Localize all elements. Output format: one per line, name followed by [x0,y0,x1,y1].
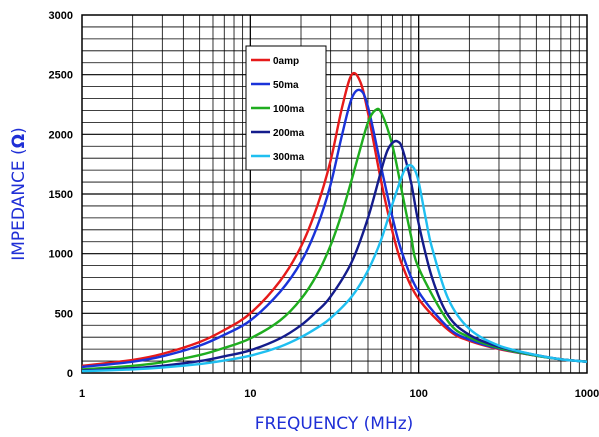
x-tick-labels: 1 10 100 1000 [79,388,599,400]
legend-label-200ma: 200ma [273,128,305,139]
x-axis-title: FREQUENCY (MHz) [255,414,414,434]
y-axis-title: IMPEDANCE (Ω) [9,127,29,261]
series-layer [81,71,588,373]
y-tick-label: 2000 [49,129,73,141]
y-tick-labels: 0 500 1000 1500 2000 2500 3000 [49,10,73,380]
y-tick-label: 0 [67,368,73,380]
legend-label-0amp: 0amp [273,56,299,67]
plot-frame [81,14,588,374]
y-tick-label: 500 [55,308,73,320]
series-line-200ma [81,139,588,372]
legend-label-300ma: 300ma [273,152,305,163]
y-tick-label: 1000 [49,249,73,261]
y-tick-label: 1500 [49,189,73,201]
x-tick-label: 1000 [575,388,599,400]
x-tick-label: 100 [409,388,427,400]
legend: 0amp 50ma 100ma 200ma 300ma [245,45,327,171]
y-axis-title-text: IMPEDANCE ( [9,148,29,260]
legend-label-50ma: 50ma [273,80,299,91]
y-tick-label: 3000 [49,10,73,22]
series-line-300ma [81,163,588,373]
series-line-100ma [81,107,588,371]
series-line-50ma [81,88,588,369]
x-tick-label: 10 [244,388,256,400]
legend-label-100ma: 100ma [273,104,305,115]
y-axis-title-close: ) [9,127,29,134]
series-line-0amp [81,71,588,367]
grid [82,15,587,373]
x-tick-label: 1 [79,388,85,400]
ohm-unit-symbol: Ω [9,134,29,148]
y-tick-label: 2500 [49,70,73,82]
